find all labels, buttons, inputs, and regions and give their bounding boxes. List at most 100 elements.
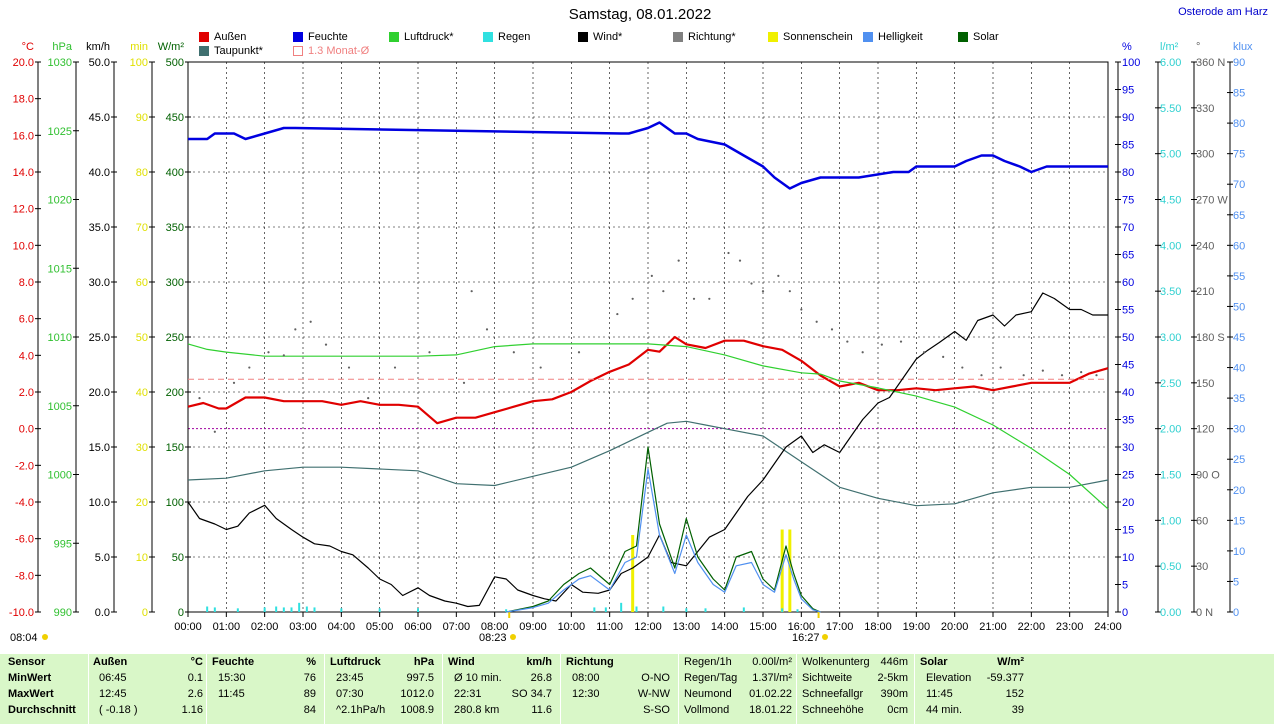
- x-tick-label: 14:00: [711, 621, 739, 633]
- extra-v1-0: 0.00l/m²: [752, 656, 792, 668]
- wind-max-time: 22:31: [454, 688, 482, 700]
- x-tick-label: 12:00: [634, 621, 662, 633]
- lux-axis-tick-label: 60: [1233, 240, 1245, 252]
- temp-axis-tick-label: 16.0: [13, 130, 34, 142]
- legend-label: Taupunkt*: [214, 45, 263, 57]
- legend-item: Regen: [483, 31, 530, 43]
- bar-regen: [781, 608, 784, 612]
- row-label-avg: Durchschnitt: [8, 704, 76, 716]
- extra-k2-3: Schneehöhe: [802, 704, 864, 716]
- sun-axis-tick-label: 20: [136, 497, 148, 509]
- wind-axis-tick-label: 5.0: [95, 552, 110, 564]
- lux-axis-tick-label: 70: [1233, 179, 1245, 191]
- wind-axis-tick-label: 35.0: [89, 222, 110, 234]
- bar-regen: [662, 606, 665, 612]
- hdr-richtung: Richtung: [566, 656, 614, 668]
- series-richtung-point: [393, 366, 397, 369]
- humidity-axis-tick-label: 0: [1122, 607, 1128, 619]
- legend-item: Sonnenschein: [768, 31, 853, 43]
- bar-regen: [417, 608, 419, 612]
- bar-regen: [704, 608, 707, 612]
- temp-axis-tick-label: 18.0: [13, 94, 34, 106]
- sun-axis-tick-label: 60: [136, 277, 148, 289]
- sun-axis-tick-label: 0: [142, 607, 148, 619]
- solar-min-value: -59.377: [986, 672, 1024, 684]
- sun-icon: [822, 634, 828, 640]
- legend-label: Regen: [498, 31, 531, 43]
- direction-axis-tick-label: 150: [1196, 378, 1214, 390]
- x-tick-label: 15:00: [749, 621, 777, 633]
- direction-axis-tick-label: 60: [1196, 515, 1208, 527]
- wind-axis-tick-label: 20.0: [89, 387, 110, 399]
- legend-item: Außen: [199, 31, 246, 43]
- weather-chart: 20.0 18.0 16.0 14.0 12.0 10.0 8.0 6.0 4.0 2.0 0.0 -…: [9, 41, 1253, 644]
- pressure-axis-tick-label: 995: [54, 538, 72, 550]
- bar-regen: [685, 608, 688, 612]
- solar-axis-tick-label: 450: [166, 112, 184, 124]
- pressure-axis-tick-label: 1030: [48, 57, 72, 69]
- wind-axis-tick-label: 25.0: [89, 332, 110, 344]
- solar-axis-tick-label: 150: [166, 442, 184, 454]
- legend-label: Außen: [214, 31, 247, 43]
- series-richtung-point: [294, 328, 297, 331]
- wind-avg-time: 280.8 km: [454, 704, 500, 716]
- extra-k1-0: Regen/1h: [684, 656, 732, 668]
- bar-regen: [340, 608, 343, 612]
- extra-v1-1: 1.37l/m²: [752, 672, 792, 684]
- rain-axis-tick-label: 1.00: [1160, 515, 1181, 527]
- lux-axis-tick-label: 40: [1233, 363, 1245, 375]
- legend-swatch: [863, 32, 873, 42]
- temp-axis-tick-label: 4.0: [19, 350, 34, 362]
- solar-axis-tick-label: 400: [166, 167, 184, 179]
- sun-axis-tick-label: 50: [136, 332, 148, 344]
- series-richtung-point: [662, 290, 665, 293]
- direction-axis-tick-label: 210: [1196, 286, 1214, 298]
- series-richtung-point: [738, 259, 742, 262]
- feuchte-avg-value: 84: [303, 704, 316, 716]
- legend-item: Solar: [958, 31, 999, 43]
- legend-swatch: [958, 32, 968, 42]
- lux-axis-tick-label: 20: [1233, 485, 1245, 497]
- x-tick-label: 21:00: [979, 621, 1007, 633]
- series-solar: [506, 446, 821, 613]
- solar-axis-tick-label: 0: [178, 607, 184, 619]
- hdr-aussen: Außen: [93, 656, 128, 668]
- series-richtung-point: [880, 343, 883, 346]
- solar-axis-tick-label: 350: [166, 222, 184, 234]
- wind-axis-tick-label: 40.0: [89, 167, 110, 179]
- extra-k1-3: Vollmond: [684, 704, 730, 716]
- series-richtung-point: [727, 251, 730, 255]
- richt-avg-time: [566, 704, 572, 716]
- series-richtung-point: [470, 290, 473, 293]
- humidity-axis-tick-label: 100: [1122, 57, 1140, 69]
- rain-axis-tick-label: 5.00: [1160, 149, 1181, 161]
- series-richtung-point: [788, 290, 791, 293]
- series-richtung-point: [1022, 374, 1025, 377]
- solar-max-value: 152: [1005, 688, 1024, 700]
- solar-axis-tick-label: 250: [166, 332, 184, 344]
- bar-regen: [236, 608, 239, 612]
- series-richtung-point: [248, 366, 251, 369]
- series-richtung-point: [750, 282, 753, 285]
- temp-axis-tick-label: -2.0: [15, 460, 34, 472]
- bar-regen: [620, 602, 623, 612]
- rain-axis-unit: l/m²: [1160, 41, 1179, 53]
- direction-axis-tick-label: 270 W: [1196, 195, 1228, 207]
- lux-axis-tick-label: 35: [1233, 393, 1245, 405]
- extra-v2-3: 0cm: [887, 704, 908, 716]
- humidity-axis-tick-label: 85: [1122, 140, 1134, 152]
- lux-axis-tick-label: 0: [1233, 607, 1239, 619]
- x-tick-label: 07:00: [443, 621, 471, 633]
- lux-axis-tick-label: 65: [1233, 210, 1245, 222]
- solar-avg-value: 39: [1011, 704, 1024, 716]
- extra-v2-1: 2-5km: [877, 672, 908, 684]
- series-richtung-point: [1041, 369, 1044, 372]
- station-name[interactable]: Osterode am Harz: [1178, 6, 1268, 18]
- wind-axis-tick-label: 0.0: [95, 607, 110, 619]
- extra-v2-2: 390m: [880, 688, 908, 700]
- wind-axis-unit: km/h: [86, 41, 110, 53]
- rain-axis-tick-label: 3.50: [1160, 286, 1181, 298]
- series-richtung-point: [846, 340, 849, 343]
- direction-axis-tick-label: 360 N: [1196, 57, 1225, 69]
- sun-icon: [42, 634, 48, 640]
